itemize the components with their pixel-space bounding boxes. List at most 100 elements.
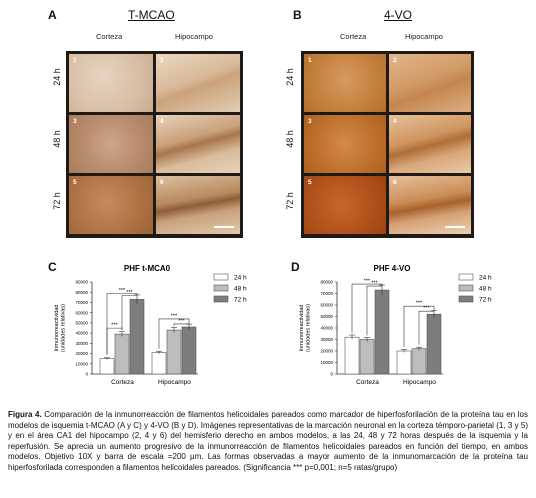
- y-tick-label: 80000: [320, 280, 333, 285]
- panel-letter-b: B: [293, 8, 302, 22]
- tile-number: 4: [393, 118, 397, 125]
- legend-swatch: [458, 273, 474, 281]
- chart-title: PHF 4-VO: [374, 264, 411, 273]
- panel-letter-c: C: [48, 260, 57, 274]
- bar: [411, 348, 427, 375]
- micrograph-tile-a6: 6: [156, 176, 240, 234]
- bar: [426, 313, 442, 375]
- significance-label: ***: [364, 279, 371, 285]
- micrograph-tile-b5: 5: [304, 176, 386, 234]
- caption-text: Comparación de la inmunorreacción de fil…: [8, 410, 528, 472]
- significance-label: ***: [119, 288, 126, 294]
- significance-bracket: [121, 295, 137, 331]
- significance-bracket: [418, 310, 435, 345]
- y-axis-label-line: (unidades relativas): [306, 304, 312, 352]
- tile-number: 1: [308, 57, 312, 64]
- tile-number: 5: [308, 179, 312, 186]
- legend-swatch: [458, 295, 474, 303]
- micrograph-tile-a3: 3: [69, 115, 153, 173]
- bar: [344, 336, 360, 375]
- significance-label: ***: [416, 301, 423, 307]
- bar: [359, 339, 375, 375]
- micrograph-mosaic-a: 1 2 3 4 5 6: [66, 51, 243, 238]
- y-tick-label: 0: [85, 372, 88, 377]
- y-tick-label: 60000: [75, 310, 88, 315]
- x-tick-label: Hipocampo: [158, 379, 191, 386]
- row-label-24h-b: 24 h: [285, 68, 295, 86]
- y-axis-label: Inmunorreactividad(unidades relativas): [299, 304, 312, 352]
- y-tick-label: 70000: [320, 291, 333, 296]
- legend-swatch: [458, 284, 474, 292]
- significance-label: ***: [423, 306, 430, 312]
- scale-bar: [445, 226, 465, 228]
- tile-number: 6: [393, 179, 397, 186]
- tile-number: 2: [160, 57, 164, 64]
- panel-title-b: 4-VO: [384, 8, 413, 22]
- significance-bracket: [366, 285, 382, 336]
- significance-label: ***: [126, 290, 133, 296]
- y-axis-label-line: Inmunorreactividad: [299, 305, 305, 352]
- chart-title: PHF t-MCA0: [124, 264, 171, 273]
- y-tick-label: 40000: [320, 326, 333, 331]
- bar-chart-phf-tmcao: PHF t-MCA0 0 10000 20000 30000 40000 50000 6000…: [54, 264, 247, 386]
- panel-title-a: T-MCAO: [128, 8, 175, 22]
- tile-number: 5: [73, 179, 77, 186]
- micrograph-mosaic-b: 1 2 3 4 5 6: [301, 51, 474, 238]
- significance-bracket: [173, 322, 190, 327]
- row-label-24h-a: 24 h: [52, 68, 62, 86]
- tile-number: 3: [73, 118, 77, 125]
- y-tick-label: 30000: [75, 341, 88, 346]
- micrograph-tile-a2: 2: [156, 54, 240, 112]
- significance-bracket: [158, 318, 190, 349]
- y-axis-label-line: (unidades relativas): [61, 304, 67, 352]
- y-tick-label: 20000: [320, 349, 333, 354]
- legend-label: 24 h: [479, 275, 492, 282]
- y-tick-label: 80000: [75, 290, 88, 295]
- bar: [374, 289, 390, 375]
- micrograph-tile-b2: 2: [389, 54, 471, 112]
- column-label-corteza-a: Corteza: [96, 32, 123, 41]
- micrograph-tile-b3: 3: [304, 115, 386, 173]
- scale-bar: [214, 226, 234, 228]
- y-tick-label: 30000: [320, 337, 333, 342]
- bar: [151, 352, 167, 375]
- significance-label: ***: [171, 313, 178, 319]
- column-label-corteza-b: Corteza: [340, 32, 367, 41]
- x-tick-label: Hipocampo: [403, 379, 436, 386]
- y-axis-label-line: Inmunorreactividad: [54, 305, 60, 352]
- tile-number: 3: [308, 118, 312, 125]
- y-tick-label: 20000: [75, 351, 88, 356]
- micrograph-tile-b6: 6: [389, 176, 471, 234]
- y-tick-label: 60000: [320, 303, 333, 308]
- y-tick-label: 90000: [75, 280, 88, 285]
- caption-label: Figura 4.: [8, 410, 42, 419]
- bar: [99, 358, 115, 375]
- bar: [129, 299, 145, 375]
- y-axis-label: Inmunorreactividad(unidades relativas): [54, 304, 67, 352]
- legend-swatch: [213, 273, 229, 281]
- column-label-hipocampo-a: Hipocampo: [175, 32, 213, 41]
- y-tick-label: 50000: [320, 314, 333, 319]
- y-tick-label: 0: [330, 372, 333, 377]
- micrograph-tile-b1: 1: [304, 54, 386, 112]
- y-tick-label: 10000: [75, 361, 88, 366]
- row-label-48h-b: 48 h: [285, 130, 295, 148]
- bar: [114, 333, 130, 375]
- panel-letter-a: A: [48, 8, 57, 22]
- x-tick-label: Corteza: [356, 379, 379, 386]
- legend-label: 48 h: [234, 286, 247, 293]
- legend-swatch: [213, 295, 229, 303]
- y-tick-label: 70000: [75, 300, 88, 305]
- y-tick-label: 10000: [320, 360, 333, 365]
- x-tick-label: Corteza: [111, 379, 134, 386]
- row-label-48h-a: 48 h: [52, 130, 62, 148]
- tile-number: 6: [160, 179, 164, 186]
- significance-bracket: [106, 293, 138, 355]
- legend-label: 24 h: [234, 275, 247, 282]
- significance-bracket: [351, 283, 383, 334]
- panel-letter-d: D: [291, 260, 300, 274]
- bar: [166, 329, 182, 375]
- y-tick-label: 50000: [75, 320, 88, 325]
- tile-number: 4: [160, 118, 164, 125]
- legend-label: 72 h: [234, 297, 247, 304]
